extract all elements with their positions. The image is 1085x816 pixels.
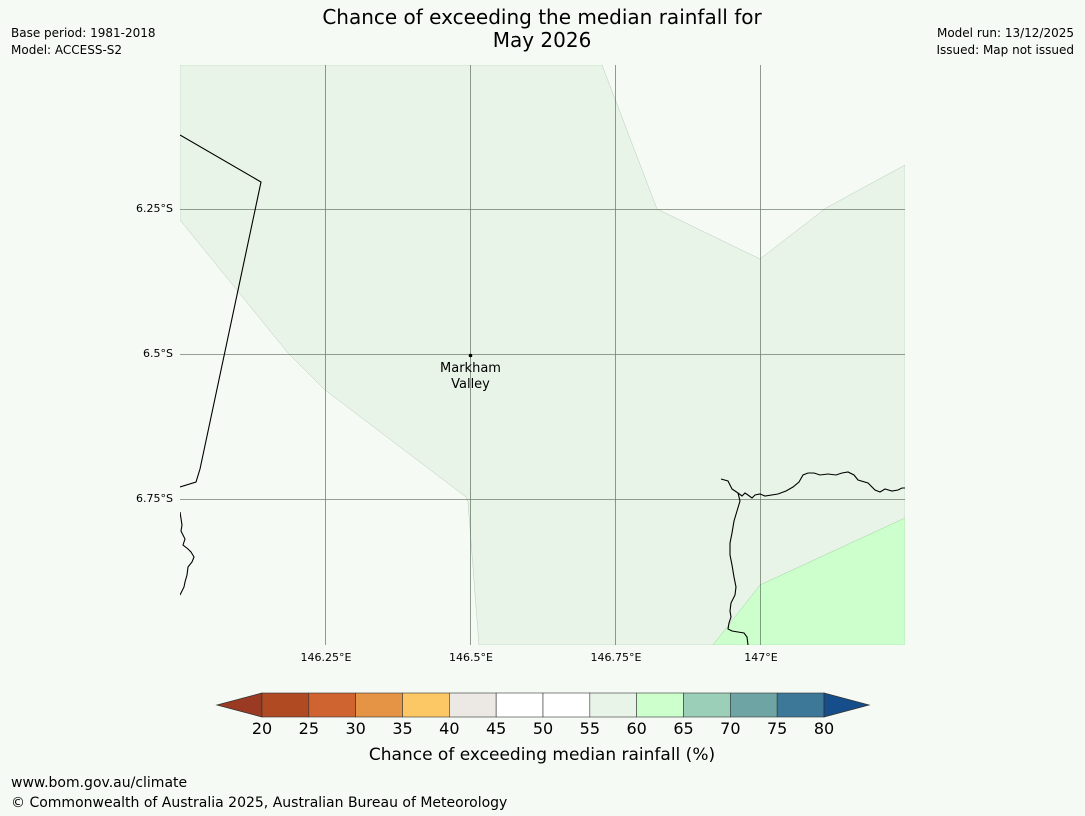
colorbar-tick-75: 75 <box>766 719 788 738</box>
district-boundary <box>180 134 262 488</box>
colorbar-tick-70: 70 <box>720 719 741 738</box>
lon-label-146.75: 146.75°E <box>590 651 642 664</box>
colorbar-tick-50: 50 <box>532 719 554 738</box>
river-coastline-east <box>720 471 905 499</box>
probability-region-60-65 <box>712 517 905 645</box>
rainfall-map[interactable] <box>180 65 905 645</box>
colorbar-bin-60-65 <box>636 692 684 718</box>
colorbar-bin-45-50 <box>495 692 544 718</box>
base-period-text: Base period: 1981-2018 <box>11 26 156 40</box>
river-markham <box>727 492 749 645</box>
lat-label-6.5: 6.5°S <box>143 347 173 360</box>
colorbar-bins <box>261 692 825 718</box>
page-title: Chance of exceeding the median rainfall … <box>242 6 842 52</box>
colorbar-tick-25: 25 <box>298 719 319 738</box>
coastline-west <box>180 511 195 596</box>
lat-label-6.25: 6.25°S <box>136 202 173 215</box>
copyright-text: © Commonwealth of Australia 2025, Austra… <box>11 795 508 811</box>
colorbar-label: Chance of exceeding median rainfall (%) <box>368 745 716 765</box>
place-name-line-2: Valley <box>451 376 490 392</box>
colorbar-bin-65-70 <box>683 692 731 718</box>
colorbar-bin-20-25 <box>261 692 310 718</box>
colorbar-tick-30: 30 <box>345 719 366 738</box>
lat-label-6.75: 6.75°S <box>136 492 173 505</box>
colorbar-bin-35-40 <box>402 692 450 718</box>
colorbar-tick-55: 55 <box>579 719 600 738</box>
colorbar-bin-50-55 <box>542 692 591 718</box>
colorbar-tick-80: 80 <box>813 719 835 738</box>
colorbar-over-arrow <box>823 692 871 718</box>
colorbar-under-arrow <box>215 692 263 718</box>
colorbar-tick-60: 60 <box>626 719 647 738</box>
colorbar-tick-40: 40 <box>439 719 460 738</box>
colorbar-bin-55-60 <box>589 692 637 718</box>
colorbar-bin-70-75 <box>730 692 778 718</box>
colorbar-tick-35: 35 <box>392 719 413 738</box>
lon-label-146.5: 146.5°E <box>449 651 493 664</box>
website-link[interactable]: www.bom.gov.au/climate <box>11 775 188 791</box>
colorbar <box>215 692 871 718</box>
lon-label-146.25: 146.25°E <box>300 651 352 664</box>
markham-valley-marker[interactable] <box>468 353 473 358</box>
issued-text: Issued: Map not issued <box>936 43 1074 57</box>
model-text: Model: ACCESS-S2 <box>11 43 123 57</box>
title-line-2: May 2026 <box>492 28 592 52</box>
colorbar-bin-40-45 <box>449 692 497 718</box>
lon-label-147: 147°E <box>744 651 778 664</box>
place-name-line-1: Markham <box>440 360 501 376</box>
colorbar-tick-20: 20 <box>251 719 273 738</box>
place-label-markham-valley: Markham Valley <box>411 361 531 393</box>
colorbar-bin-30-35 <box>355 692 403 718</box>
boundary-lines <box>180 134 905 645</box>
colorbar-tick-45: 45 <box>485 719 507 738</box>
model-run-text: Model run: 13/12/2025 <box>936 26 1074 40</box>
colorbar-tick-65: 65 <box>673 719 694 738</box>
colorbar-bin-75-80 <box>776 692 825 718</box>
title-line-1: Chance of exceeding the median rainfall … <box>322 5 762 29</box>
colorbar-bin-25-30 <box>308 692 356 718</box>
